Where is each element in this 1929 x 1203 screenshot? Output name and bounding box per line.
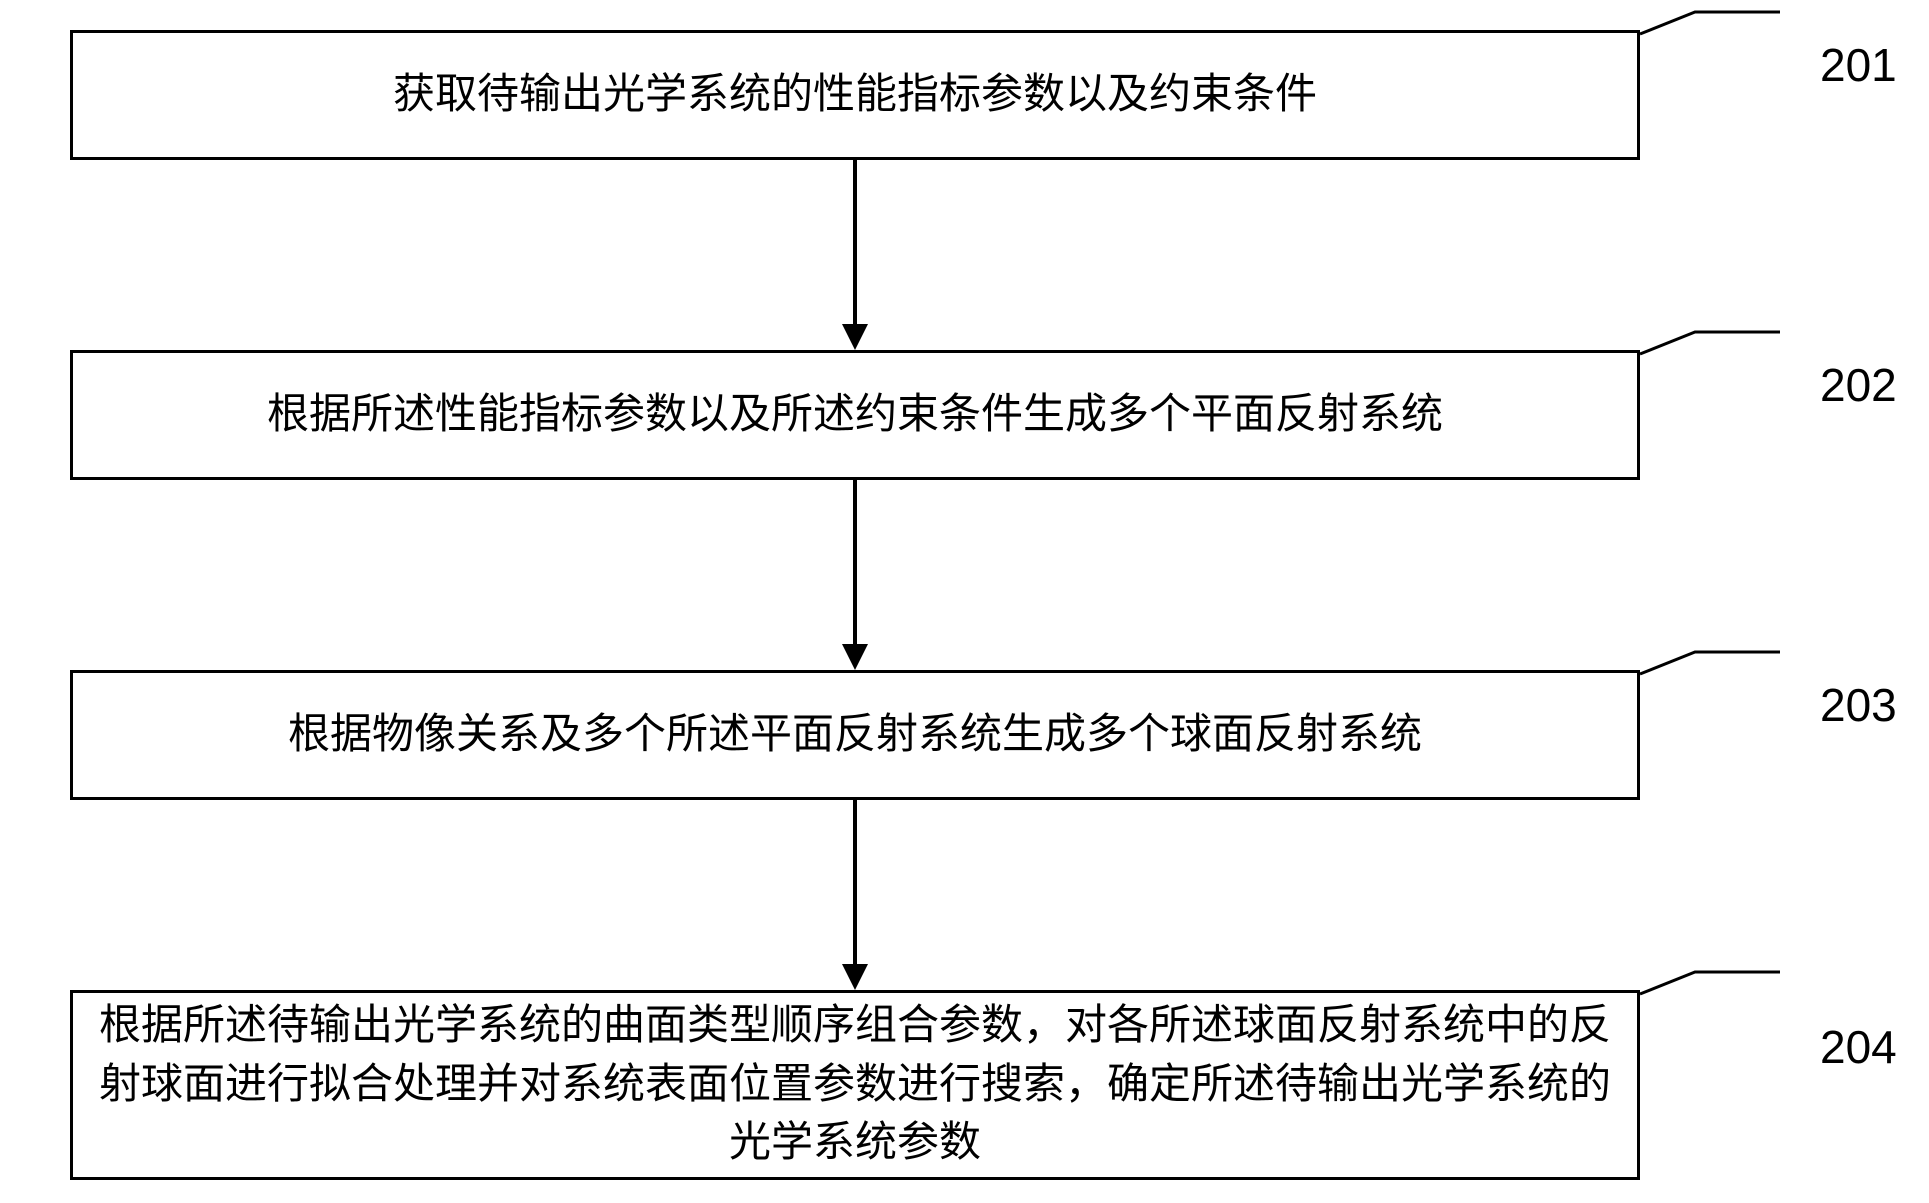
flowchart-canvas: 获取待输出光学系统的性能指标参数以及约束条件 201 根据所述性能指标参数以及所述约… — [0, 0, 1929, 1203]
step-label-201: 201 — [1820, 38, 1897, 92]
step-box-204: 根据所述待输出光学系统的曲面类型顺序组合参数，对各所述球面反射系统中的反射球面进… — [70, 990, 1640, 1180]
step-box-202: 根据所述性能指标参数以及所述约束条件生成多个平面反射系统 — [70, 350, 1640, 480]
step-text-203: 根据物像关系及多个所述平面反射系统生成多个球面反射系统 — [288, 706, 1422, 765]
step-box-201: 获取待输出光学系统的性能指标参数以及约束条件 — [70, 30, 1640, 160]
step-box-203: 根据物像关系及多个所述平面反射系统生成多个球面反射系统 — [70, 670, 1640, 800]
step-label-204: 204 — [1820, 1020, 1897, 1074]
step-label-203: 203 — [1820, 678, 1897, 732]
arrow-line-2 — [853, 480, 857, 644]
step-text-204: 根据所述待输出光学系统的曲面类型顺序组合参数，对各所述球面反射系统中的反射球面进… — [93, 997, 1617, 1173]
arrow-head-2 — [842, 644, 868, 670]
step-label-202: 202 — [1820, 358, 1897, 412]
arrow-head-3 — [842, 964, 868, 990]
step-text-202: 根据所述性能指标参数以及所述约束条件生成多个平面反射系统 — [267, 386, 1443, 445]
arrow-line-3 — [853, 800, 857, 964]
arrow-line-1 — [853, 160, 857, 324]
arrow-head-1 — [842, 324, 868, 350]
step-text-201: 获取待输出光学系统的性能指标参数以及约束条件 — [393, 66, 1317, 125]
